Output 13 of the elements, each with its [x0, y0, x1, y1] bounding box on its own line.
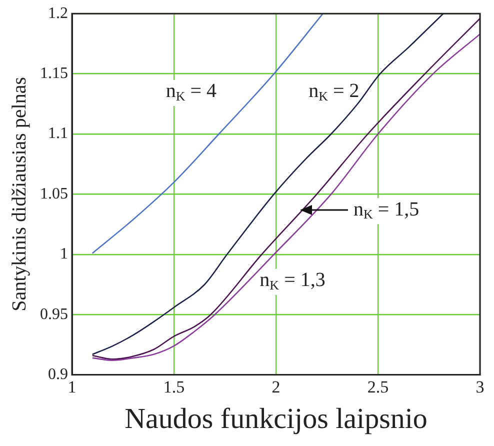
x-tick-label: 3 [476, 377, 484, 396]
y-tick-label: 1.1 [48, 125, 68, 142]
x-tick-label: 2.5 [367, 377, 389, 396]
y-tick-label: 1.15 [40, 65, 68, 82]
y-axis-title: Santykinis didžiausias pelnas [8, 76, 30, 312]
y-tick-label: 1.05 [40, 185, 68, 202]
y-tick-label: 0.9 [48, 366, 68, 384]
x-axis-title: Naudos funkcijos laipsnio [124, 403, 428, 436]
y-tick-label: 1.2 [48, 4, 68, 22]
y-tick-label: 0.95 [40, 306, 68, 323]
x-tick-label: 1.5 [163, 377, 185, 396]
y-tick-label: 1 [60, 246, 68, 263]
x-tick-label: 2 [272, 377, 280, 396]
